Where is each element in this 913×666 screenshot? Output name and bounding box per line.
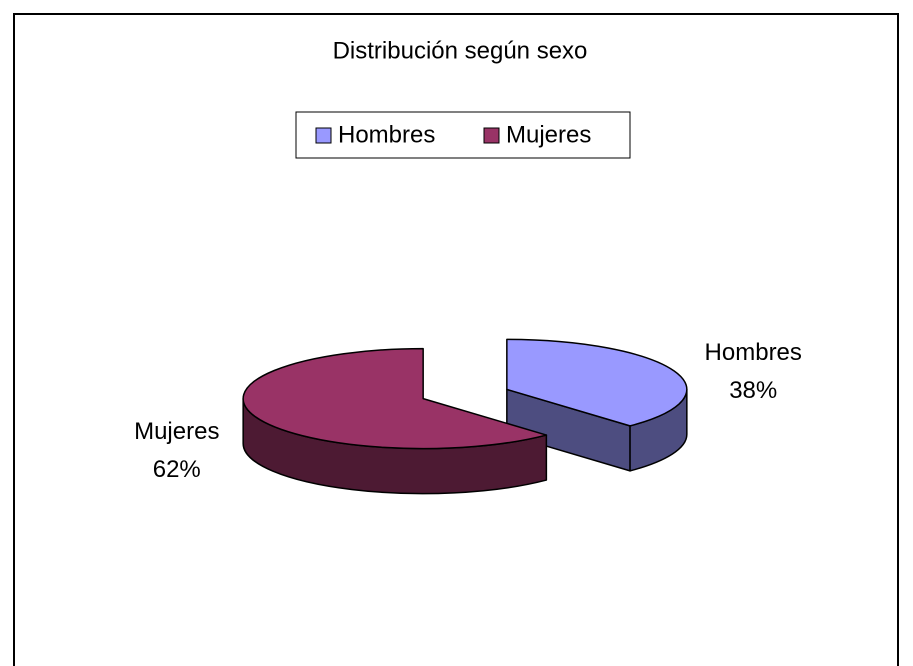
legend-label: Mujeres xyxy=(506,121,591,148)
legend-label: Hombres xyxy=(338,121,435,148)
data-label-name: Hombres xyxy=(705,339,802,366)
chart-title: Distribución según sexo xyxy=(333,37,588,64)
legend-swatch xyxy=(315,127,332,144)
legend-swatch xyxy=(483,127,500,144)
legend-box xyxy=(295,111,631,159)
pie-slice xyxy=(506,338,688,427)
data-label-name: Mujeres xyxy=(134,418,219,445)
data-label-value: 62% xyxy=(153,456,201,483)
pie-slice xyxy=(242,347,548,450)
data-label-value: 38% xyxy=(729,377,777,404)
